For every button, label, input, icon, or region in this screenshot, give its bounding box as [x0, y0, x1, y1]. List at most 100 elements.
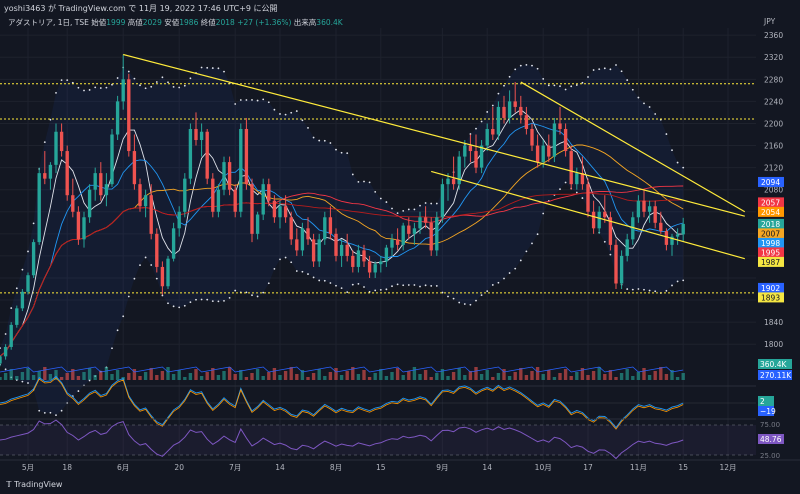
- candle: [619, 255, 624, 284]
- bollinger-lower-dot: [531, 242, 533, 245]
- volume-bar: [71, 369, 75, 380]
- volume-bar: [373, 373, 377, 380]
- volume-bar: [681, 373, 685, 380]
- volume-bar: [614, 377, 618, 380]
- bollinger-lower-dot: [519, 259, 522, 262]
- candle: [233, 189, 237, 212]
- bollinger-upper-dot: [256, 99, 259, 102]
- volume-bar: [323, 376, 327, 380]
- bollinger-lower-dot: [155, 277, 158, 280]
- price-label: 1987: [761, 258, 780, 267]
- volume-bar: [474, 367, 478, 380]
- bollinger-upper-dot: [217, 67, 220, 70]
- bollinger-upper-dot: [323, 139, 326, 142]
- candle: [513, 101, 517, 107]
- candle: [255, 214, 260, 234]
- bollinger-upper-dot: [15, 287, 18, 290]
- bollinger-upper-dot: [127, 70, 130, 73]
- x-tick-label: 12月: [719, 463, 736, 472]
- bollinger-upper-dot: [637, 96, 640, 99]
- candle: [127, 79, 131, 152]
- volume-bar: [664, 374, 669, 380]
- bollinger-upper-dot: [290, 111, 293, 114]
- candle: [407, 225, 411, 234]
- candle: [71, 195, 75, 212]
- volume-bar: [188, 373, 193, 380]
- macd-label-box: [758, 396, 774, 406]
- candle: [569, 151, 573, 185]
- bollinger-lower-dot: [295, 270, 298, 272]
- bollinger-lower-dot: [167, 302, 169, 305]
- volume-bar: [541, 374, 545, 380]
- macd-signal-line: [0, 377, 684, 430]
- tv-brand-text: TradingView: [14, 480, 63, 489]
- bollinger-upper-dot: [133, 77, 136, 80]
- candle: [239, 128, 243, 212]
- volume-bar: [65, 373, 69, 380]
- volume-bar: [524, 375, 529, 380]
- volume-bar: [328, 372, 333, 380]
- bollinger-lower-dot: [491, 284, 494, 286]
- bollinger-upper-dot: [245, 99, 248, 101]
- bollinger-lower-dot: [514, 267, 517, 270]
- bollinger-lower-dot: [273, 267, 276, 270]
- bollinger-upper-dot: [379, 197, 382, 200]
- candle: [463, 145, 467, 157]
- candle: [278, 206, 282, 218]
- bollinger-lower-dot: [503, 277, 505, 280]
- tradingview-logo[interactable]: 𝕋 TradingView: [6, 480, 62, 489]
- volume-bar: [608, 370, 613, 380]
- volume-bar: [575, 372, 579, 380]
- bollinger-upper-dot: [631, 88, 634, 91]
- price-axis: 1800184020402080212021602200224022802320…: [758, 31, 784, 349]
- bollinger-upper-dot: [155, 81, 158, 83]
- bollinger-lower-dot: [284, 256, 287, 259]
- volume-bar: [194, 369, 198, 380]
- volume-bar: [239, 370, 243, 380]
- chart-header-title: yoshi3463 が TradingView.com で 11月 19, 20…: [4, 4, 278, 13]
- bollinger-lower-dot: [435, 285, 438, 287]
- bollinger-upper-dot: [10, 307, 13, 309]
- candle: [306, 228, 310, 240]
- candle: [149, 195, 153, 234]
- y-tick-label: 1800: [764, 340, 783, 349]
- candle: [474, 151, 478, 168]
- bollinger-upper-dot: [570, 85, 573, 88]
- candle: [54, 131, 58, 165]
- volume-bar: [311, 373, 316, 380]
- bollinger-lower-dot: [480, 294, 483, 296]
- candle: [586, 184, 590, 212]
- bollinger-upper-dot: [374, 190, 377, 193]
- volume-bar: [339, 375, 344, 380]
- volume-bar: [233, 374, 237, 380]
- candle: [373, 264, 377, 273]
- candle: [82, 217, 86, 240]
- candle: [390, 239, 394, 248]
- bollinger-upper-dot: [211, 67, 214, 69]
- bollinger-upper-dot: [111, 83, 113, 86]
- bollinger-upper-dot: [413, 208, 416, 211]
- volume-bar: [9, 369, 13, 380]
- candle: [659, 222, 663, 232]
- bollinger-lower-dot: [189, 301, 192, 304]
- candle: [351, 255, 355, 267]
- candle: [261, 184, 265, 215]
- bollinger-upper-dot: [385, 201, 388, 203]
- price-label-box: [758, 247, 784, 258]
- volume-bar: [367, 377, 372, 380]
- price-label: 2018: [761, 220, 780, 229]
- close-value: 2018: [215, 18, 235, 27]
- candle: [362, 250, 366, 262]
- rsi-level-label: 25.00: [760, 452, 780, 460]
- bollinger-lower-dot: [301, 270, 304, 273]
- volume-bar: [636, 372, 641, 380]
- bollinger-upper-dot: [66, 79, 69, 81]
- volume-value: 360.4K: [316, 18, 343, 27]
- volume-bar: [93, 375, 97, 380]
- candle: [401, 225, 405, 245]
- bollinger-lower-dot: [374, 289, 377, 292]
- trendline: [123, 53, 745, 217]
- bollinger-upper-dot: [503, 84, 505, 87]
- candle: [155, 233, 159, 267]
